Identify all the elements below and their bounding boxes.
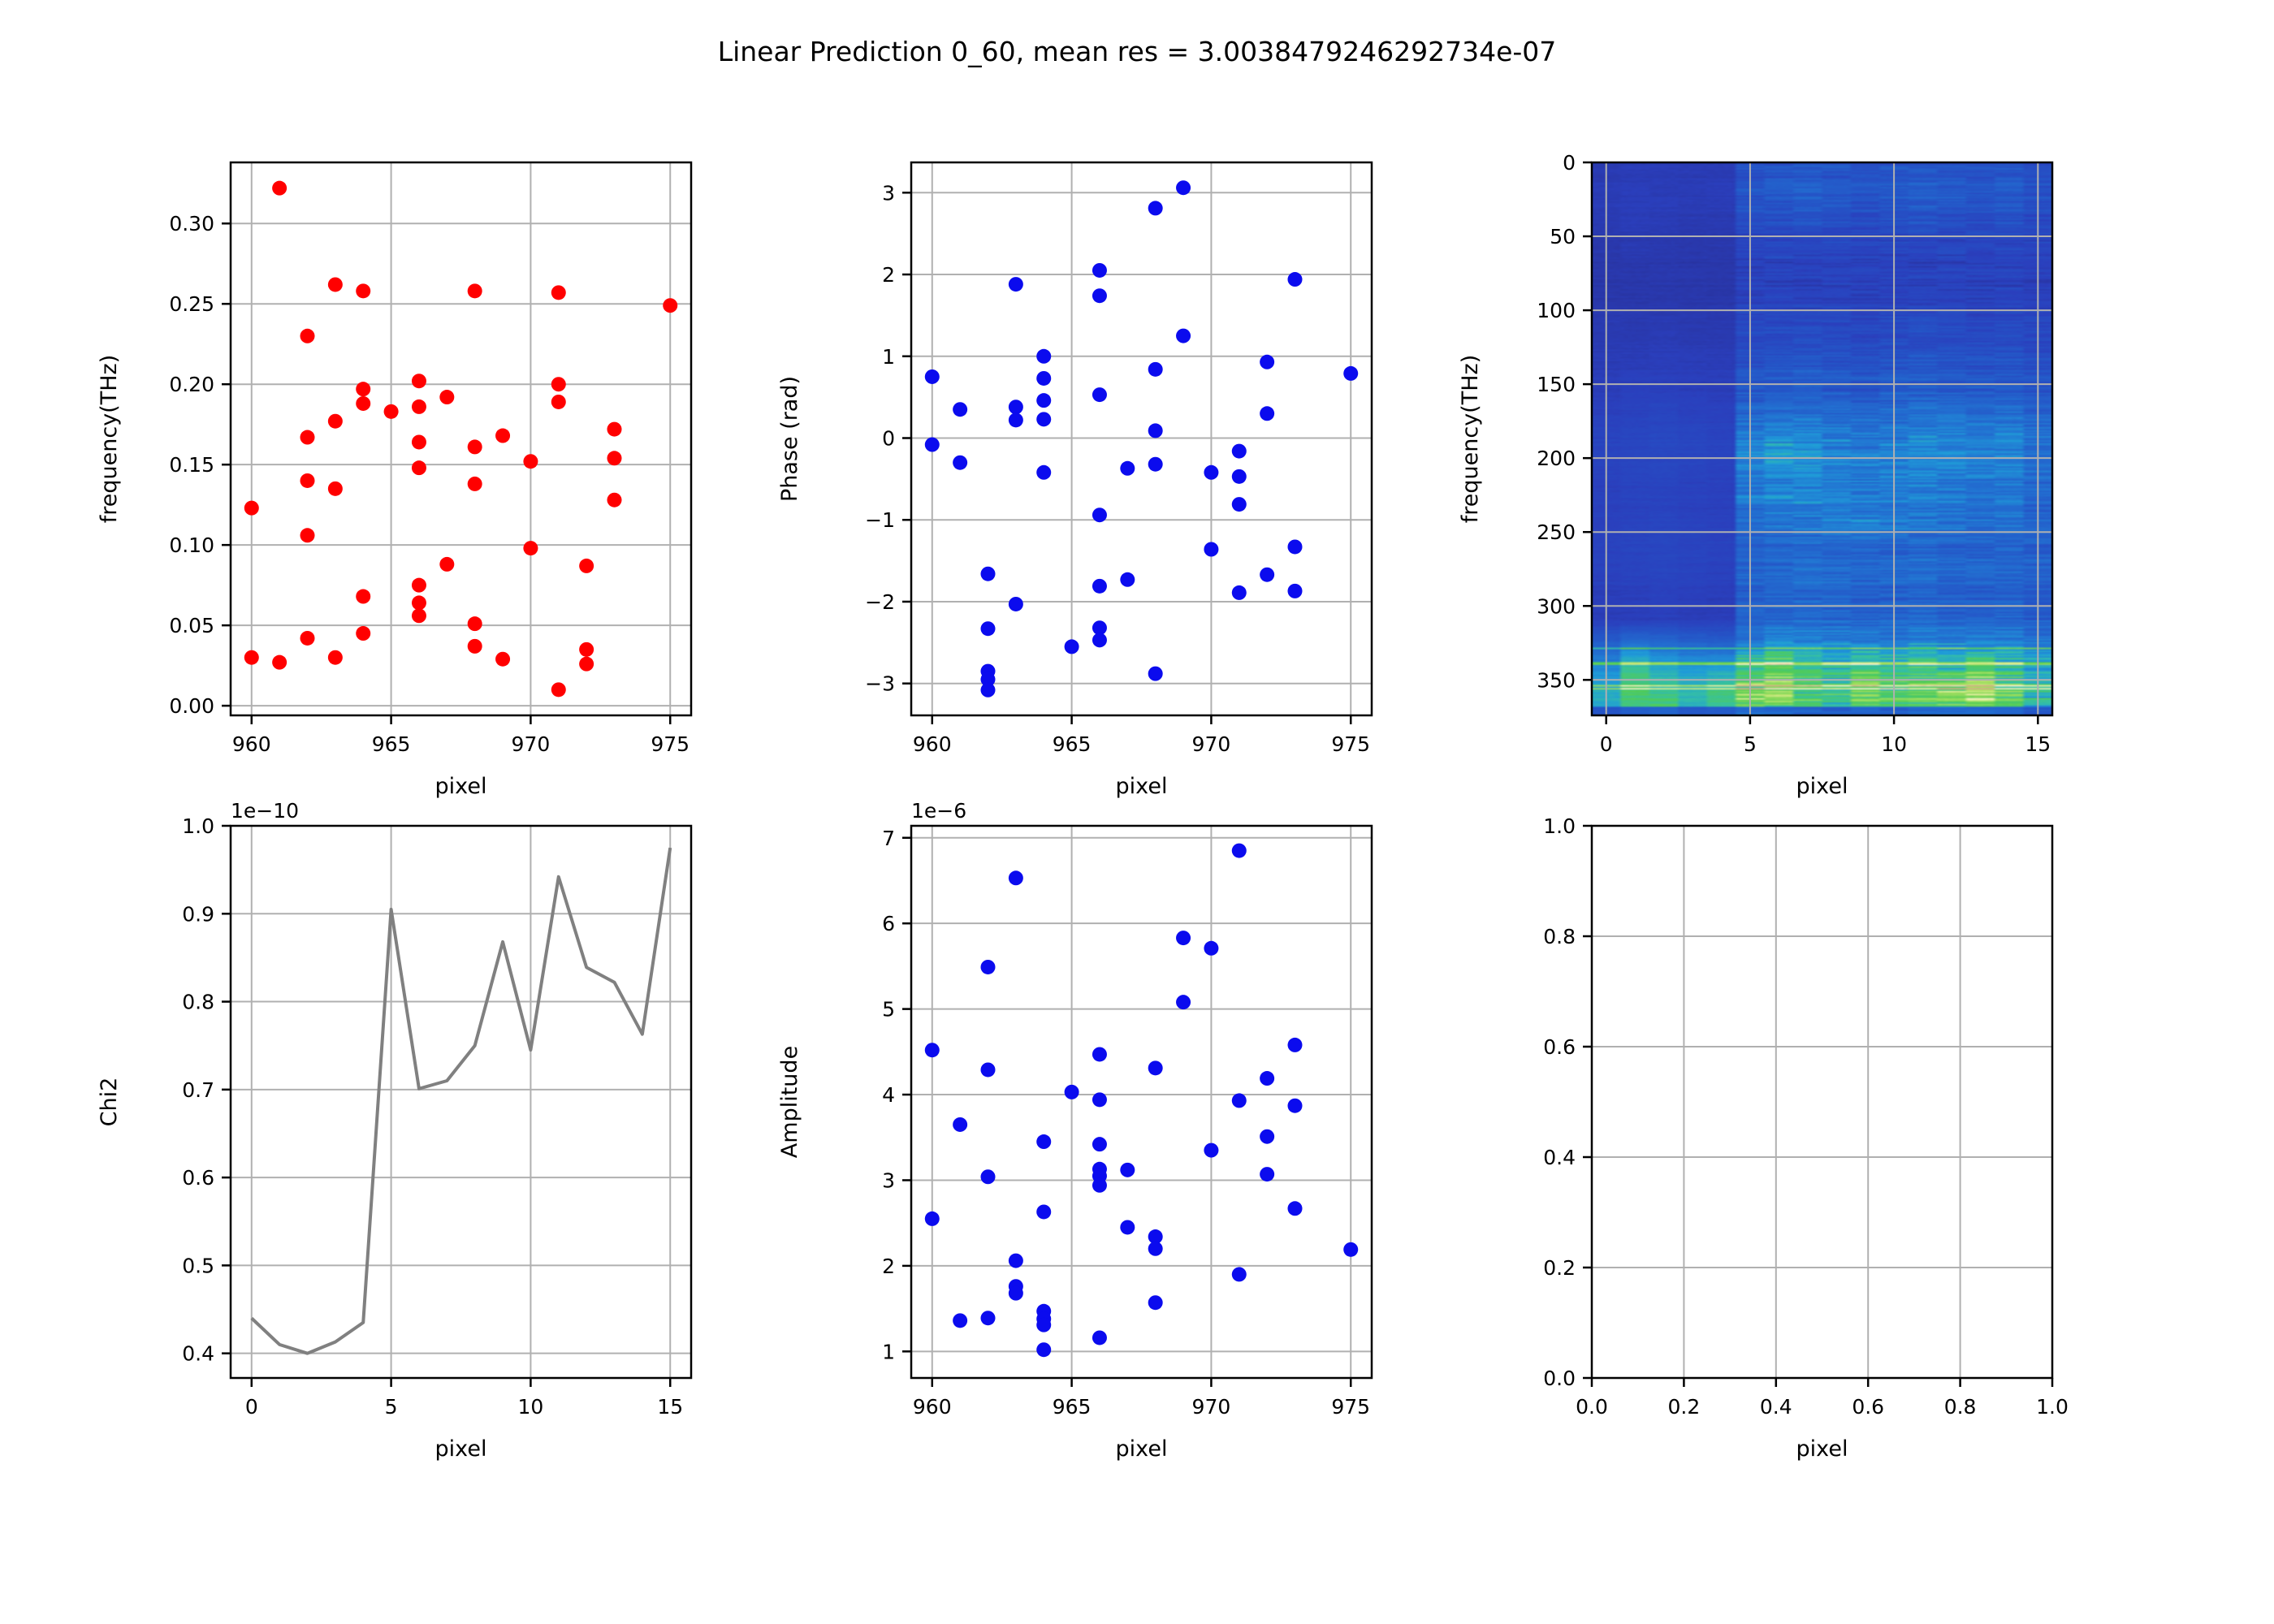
- svg-text:0: 0: [1600, 732, 1613, 756]
- figure-title: Linear Prediction 0_60, mean res = 3.003…: [717, 36, 1557, 67]
- svg-text:frequency(THz): frequency(THz): [1458, 355, 1483, 523]
- svg-text:0.25: 0.25: [169, 292, 214, 316]
- svg-text:50: 50: [1550, 225, 1576, 248]
- svg-text:2: 2: [882, 1255, 895, 1278]
- svg-text:pixel: pixel: [435, 774, 487, 799]
- svg-text:7: 7: [882, 827, 895, 850]
- svg-text:1: 1: [882, 345, 895, 369]
- svg-text:300: 300: [1537, 594, 1576, 618]
- svg-text:0: 0: [882, 426, 895, 450]
- svg-text:0.0: 0.0: [1576, 1395, 1608, 1419]
- svg-text:Amplitude: Amplitude: [777, 1046, 802, 1158]
- svg-text:0.20: 0.20: [169, 373, 214, 396]
- svg-text:2: 2: [882, 263, 895, 287]
- svg-text:0.30: 0.30: [169, 212, 214, 235]
- svg-text:975: 975: [651, 732, 690, 756]
- svg-text:−1: −1: [865, 508, 895, 532]
- svg-text:0.4: 0.4: [182, 1342, 214, 1366]
- svg-text:0.0: 0.0: [1543, 1367, 1576, 1390]
- svg-text:pixel: pixel: [1796, 774, 1848, 799]
- svg-text:975: 975: [1331, 1395, 1370, 1419]
- svg-text:960: 960: [913, 1395, 952, 1419]
- svg-text:350: 350: [1537, 668, 1576, 692]
- svg-text:0.5: 0.5: [182, 1254, 214, 1277]
- svg-text:965: 965: [372, 732, 411, 756]
- svg-text:970: 970: [512, 732, 551, 756]
- svg-text:0.15: 0.15: [169, 453, 214, 477]
- svg-text:6: 6: [882, 912, 895, 935]
- svg-text:150: 150: [1537, 373, 1576, 396]
- svg-text:−2: −2: [865, 590, 895, 614]
- svg-text:pixel: pixel: [435, 1436, 487, 1462]
- svg-text:975: 975: [1331, 732, 1370, 756]
- svg-text:0.8: 0.8: [182, 991, 214, 1014]
- svg-text:5: 5: [385, 1395, 398, 1419]
- svg-text:0.8: 0.8: [1543, 925, 1576, 948]
- svg-text:pixel: pixel: [1116, 1436, 1168, 1462]
- svg-text:200: 200: [1537, 447, 1576, 470]
- svg-text:10: 10: [518, 1395, 544, 1419]
- svg-text:0.6: 0.6: [1852, 1395, 1884, 1419]
- svg-text:0: 0: [1563, 151, 1576, 175]
- svg-text:0.6: 0.6: [182, 1166, 214, 1190]
- svg-text:1.0: 1.0: [2036, 1395, 2069, 1419]
- svg-text:3: 3: [882, 181, 895, 205]
- svg-text:0.8: 0.8: [1944, 1395, 1977, 1419]
- svg-text:0: 0: [245, 1395, 258, 1419]
- svg-text:0.10: 0.10: [169, 533, 214, 557]
- svg-text:pixel: pixel: [1796, 1436, 1848, 1462]
- svg-text:Phase (rad): Phase (rad): [777, 376, 802, 502]
- svg-text:970: 970: [1192, 1395, 1231, 1419]
- svg-text:1.0: 1.0: [182, 814, 214, 838]
- svg-text:970: 970: [1192, 732, 1231, 756]
- svg-text:100: 100: [1537, 299, 1576, 322]
- svg-text:5: 5: [882, 998, 895, 1021]
- svg-text:960: 960: [232, 732, 271, 756]
- svg-text:0.2: 0.2: [1543, 1256, 1576, 1280]
- svg-text:−3: −3: [865, 672, 895, 696]
- svg-text:0.2: 0.2: [1668, 1395, 1701, 1419]
- svg-text:965: 965: [1053, 1395, 1092, 1419]
- svg-text:0.6: 0.6: [1543, 1035, 1576, 1059]
- svg-text:960: 960: [913, 732, 952, 756]
- svg-text:0.00: 0.00: [169, 694, 214, 718]
- svg-text:4: 4: [882, 1083, 895, 1107]
- svg-text:3: 3: [882, 1168, 895, 1192]
- svg-text:250: 250: [1537, 520, 1576, 544]
- svg-text:1: 1: [882, 1340, 895, 1363]
- svg-text:frequency(THz): frequency(THz): [97, 355, 122, 523]
- heatmap-canvas: [1592, 162, 2052, 715]
- svg-text:5: 5: [1744, 732, 1757, 756]
- svg-text:Chi2: Chi2: [97, 1078, 122, 1127]
- svg-text:965: 965: [1053, 732, 1092, 756]
- svg-text:0.4: 0.4: [1760, 1395, 1792, 1419]
- svg-text:10: 10: [1881, 732, 1907, 756]
- svg-text:pixel: pixel: [1116, 774, 1168, 799]
- svg-text:1.0: 1.0: [1543, 814, 1576, 838]
- svg-text:1e−6: 1e−6: [911, 799, 966, 823]
- svg-text:0.05: 0.05: [169, 614, 214, 637]
- svg-text:15: 15: [657, 1395, 683, 1419]
- svg-text:0.7: 0.7: [182, 1078, 214, 1102]
- svg-text:0.4: 0.4: [1543, 1146, 1576, 1169]
- svg-text:1e−10: 1e−10: [231, 799, 299, 823]
- svg-text:0.9: 0.9: [182, 902, 214, 926]
- svg-text:15: 15: [2025, 732, 2051, 756]
